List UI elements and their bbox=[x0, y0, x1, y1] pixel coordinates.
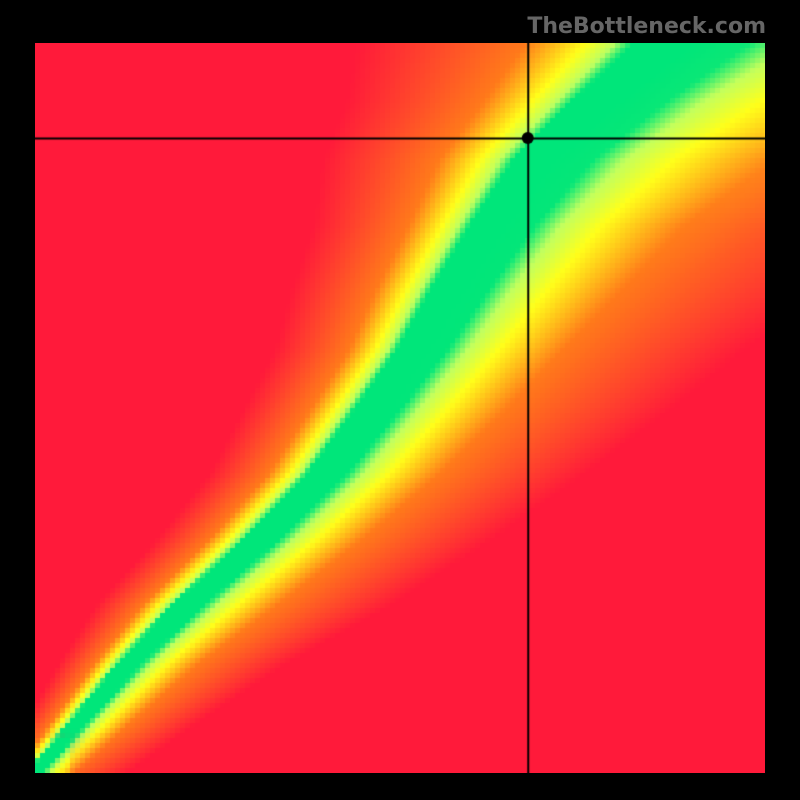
chart-container: TheBottleneck.com bbox=[0, 0, 800, 800]
plot-area bbox=[35, 43, 765, 773]
heatmap-canvas bbox=[35, 43, 765, 773]
watermark-text: TheBottleneck.com bbox=[527, 14, 766, 39]
